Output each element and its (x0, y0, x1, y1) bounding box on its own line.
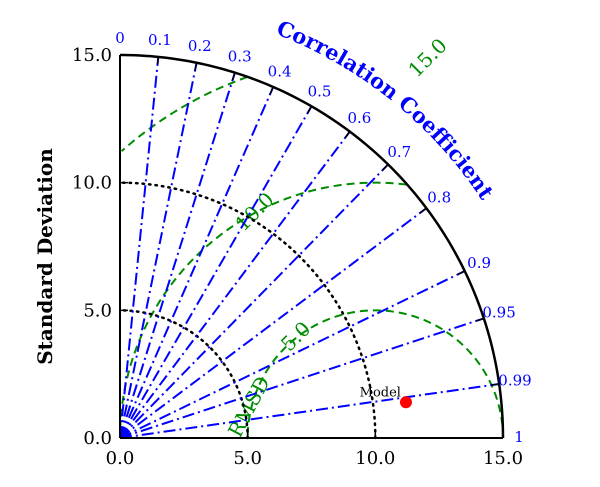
correlation-tick-label: 0.9 (467, 254, 491, 272)
data-point-label: Model (360, 385, 401, 400)
y-tick-label: 15.0 (72, 45, 112, 66)
x-tick-label: 5.0 (233, 448, 262, 469)
y-tick-label: 10.0 (72, 173, 112, 194)
data-points: Model (360, 385, 412, 409)
correlation-tick (419, 207, 427, 214)
correlation-tick (476, 317, 485, 322)
correlation-line (119, 62, 198, 439)
x-tick-label: 10.0 (355, 448, 395, 469)
x-tick-label: 0.0 (106, 448, 135, 469)
rmsd-contour (246, 309, 504, 438)
correlation-axis-label: Correlation Coefficient (273, 15, 499, 204)
rmsd-contour (120, 76, 248, 152)
correlation-tick-label: 0.8 (427, 189, 451, 207)
correlation-line (119, 72, 236, 439)
reference-arc (118, 309, 249, 440)
y-tick-label: 0.0 (83, 428, 112, 449)
correlation-tick (156, 56, 160, 65)
y-axis-label: Standard Deviation (33, 148, 57, 365)
x-tick-label: 15.0 (483, 448, 523, 469)
reference-arc (118, 181, 377, 440)
correlation-tick (457, 270, 466, 276)
correlation-line (119, 270, 466, 439)
correlation-tick-label: 1 (514, 428, 524, 446)
correlation-tick-label: 0.95 (482, 303, 515, 321)
correlation-axis-label-text: Correlation Coefficient (273, 15, 499, 204)
data-point (399, 396, 412, 409)
tick-labels: 0.00.05.05.010.010.015.015.00 0.1 0.20.30.… (72, 29, 532, 469)
correlation-tick-label: 0.1 (148, 31, 172, 49)
correlation-tick (306, 105, 313, 114)
correlation-tick-label: 0.4 (268, 62, 292, 80)
correlation-line (119, 56, 160, 439)
correlation-tick-label: 0.5 (308, 82, 332, 100)
correlation-line (119, 163, 389, 439)
correlation-tick (269, 86, 274, 95)
correlation-tick-label: 0.7 (387, 143, 411, 161)
correlation-tick-label: 0.2 (188, 37, 212, 55)
reference-arcs (118, 181, 377, 440)
outer-arc (119, 53, 505, 439)
correlation-tick (194, 62, 198, 71)
correlation-line (119, 105, 313, 439)
correlation-tick-label: 0.99 (498, 372, 531, 390)
rmsd-contour (119, 181, 407, 439)
axes (119, 53, 505, 439)
correlation-tick-label: 0.6 (347, 109, 371, 127)
correlation-line (119, 86, 275, 439)
correlation-tick (491, 383, 500, 386)
correlation-tick (231, 72, 236, 81)
correlation-tick-label: 0 (115, 29, 125, 47)
y-tick-label: 5.0 (83, 300, 112, 321)
correlation-line (119, 382, 500, 439)
correlation-tick-label: 0.3 (228, 47, 252, 65)
correlation-tick (344, 131, 351, 139)
correlation-line (119, 131, 351, 439)
correlation-line (119, 207, 427, 439)
correlation-lines (119, 56, 500, 439)
correlation-line (119, 317, 485, 439)
rmsd-contour-label: 15.0 (403, 33, 451, 81)
correlation-tick (381, 163, 389, 171)
rmsd-label: RMSD (223, 372, 275, 441)
